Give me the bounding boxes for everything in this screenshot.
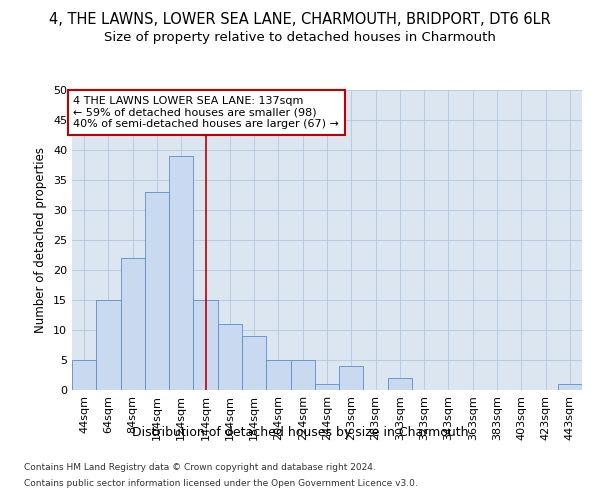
Text: Size of property relative to detached houses in Charmouth: Size of property relative to detached ho…: [104, 31, 496, 44]
Y-axis label: Number of detached properties: Number of detached properties: [34, 147, 47, 333]
Bar: [242, 336, 266, 390]
Text: Contains public sector information licensed under the Open Government Licence v3: Contains public sector information licen…: [24, 478, 418, 488]
Bar: [218, 324, 242, 390]
Bar: [339, 366, 364, 390]
Bar: [96, 300, 121, 390]
Text: Distribution of detached houses by size in Charmouth: Distribution of detached houses by size …: [132, 426, 468, 439]
Bar: [290, 360, 315, 390]
Bar: [193, 300, 218, 390]
Bar: [121, 258, 145, 390]
Bar: [169, 156, 193, 390]
Bar: [388, 378, 412, 390]
Bar: [315, 384, 339, 390]
Bar: [72, 360, 96, 390]
Text: 4, THE LAWNS, LOWER SEA LANE, CHARMOUTH, BRIDPORT, DT6 6LR: 4, THE LAWNS, LOWER SEA LANE, CHARMOUTH,…: [49, 12, 551, 28]
Bar: [558, 384, 582, 390]
Text: Contains HM Land Registry data © Crown copyright and database right 2024.: Contains HM Land Registry data © Crown c…: [24, 464, 376, 472]
Bar: [145, 192, 169, 390]
Text: 4 THE LAWNS LOWER SEA LANE: 137sqm
← 59% of detached houses are smaller (98)
40%: 4 THE LAWNS LOWER SEA LANE: 137sqm ← 59%…: [73, 96, 339, 129]
Bar: [266, 360, 290, 390]
